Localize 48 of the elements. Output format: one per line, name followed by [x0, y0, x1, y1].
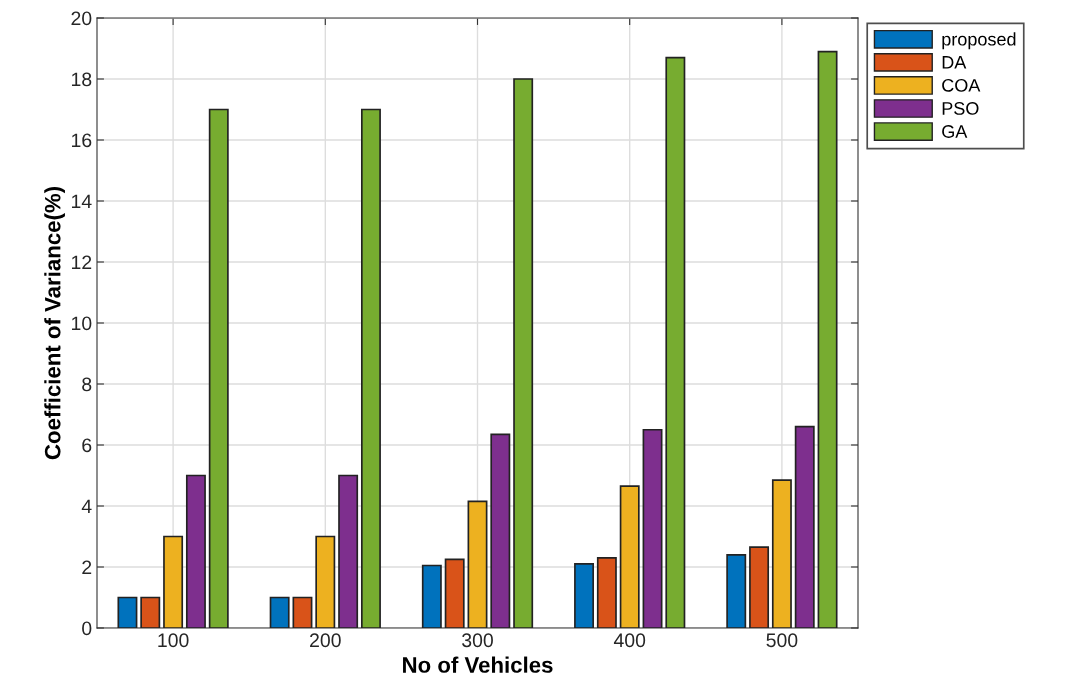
legend-label: PSO	[942, 102, 979, 115]
bar	[360, 108, 381, 628]
bar	[338, 474, 359, 628]
y-tick-label: 6	[82, 438, 92, 453]
legend-label: GA	[942, 125, 968, 138]
legend-label: DA	[942, 56, 967, 69]
y-tick-label: 4	[81, 499, 92, 514]
y-tick-label: 16	[72, 133, 92, 148]
bar	[794, 425, 815, 628]
y-tick-label: 10	[72, 316, 92, 331]
bar	[749, 546, 770, 628]
y-tick-label: 18	[72, 72, 92, 87]
bar	[140, 596, 161, 628]
bar	[665, 56, 686, 628]
x-axis-title: No of Vehicles	[403, 656, 553, 673]
bar	[467, 500, 488, 628]
y-tick-label: 2	[82, 560, 92, 575]
bar	[208, 108, 229, 628]
bar	[444, 558, 465, 628]
y-tick-label: 14	[72, 194, 92, 209]
bar	[421, 564, 442, 628]
bar	[619, 485, 640, 628]
y-tick-label: 12	[72, 255, 92, 270]
bar	[163, 535, 184, 628]
y-tick-label: 20	[71, 11, 92, 26]
bar	[185, 474, 206, 628]
y-axis-title: Coefficient of Variance(%)	[44, 187, 65, 460]
bar	[642, 428, 663, 628]
bar	[292, 596, 313, 628]
x-tick-label: 300	[462, 633, 493, 648]
y-tick-label: 8	[82, 377, 92, 392]
bar	[817, 50, 838, 628]
x-tick-label: 500	[766, 633, 798, 648]
bar	[574, 563, 595, 628]
x-tick-label: 400	[613, 633, 646, 648]
x-tick-label: 200	[310, 633, 341, 648]
bar	[771, 479, 792, 628]
legend-label: COA	[942, 78, 981, 92]
bar	[490, 433, 511, 628]
bar	[117, 596, 138, 628]
y-tick-label: 0	[82, 621, 92, 636]
bar	[726, 553, 747, 628]
bar	[596, 557, 617, 628]
x-tick-label: 100	[158, 633, 189, 648]
legend-label: proposed	[942, 32, 1016, 50]
bar	[513, 78, 534, 628]
bar	[315, 535, 336, 628]
bar	[269, 596, 290, 628]
